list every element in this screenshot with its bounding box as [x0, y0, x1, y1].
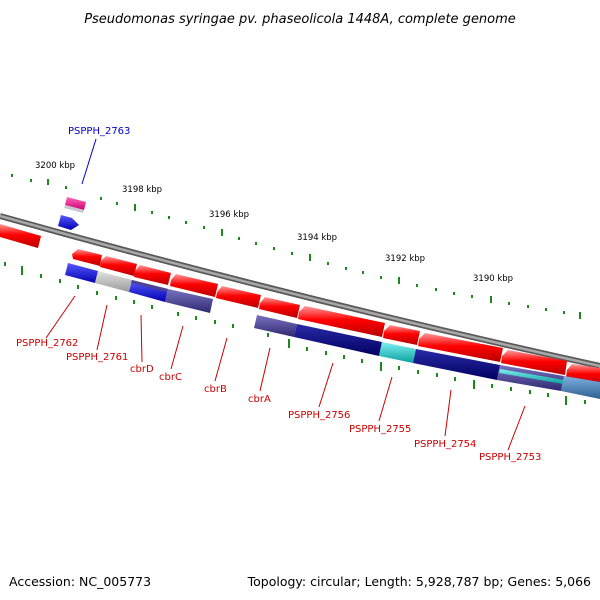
gene-pspph-2763-pink — [65, 197, 86, 210]
category-band — [65, 263, 600, 399]
inner-tick-ring — [4, 262, 586, 405]
gene-arrow-d — [170, 274, 218, 297]
leader-lines — [45, 138, 526, 451]
forward-strand-genes — [0, 197, 86, 248]
gene-left-edge-arrow — [0, 224, 41, 248]
scale-label: 3190 kbp — [473, 274, 513, 284]
gene-label-pspph-2762: PSPPH_2762 — [16, 338, 78, 349]
gene-arrow-a — [72, 249, 102, 266]
scale-label: 3200 kbp — [35, 161, 75, 171]
gene-label-pspph-2761: PSPPH_2761 — [66, 352, 128, 363]
gene-label-pspph-2755: PSPPH_2755 — [349, 424, 411, 435]
gene-arrow-f — [259, 297, 300, 318]
gene-arrow-b — [100, 256, 137, 276]
gene-label-cbrc: cbrC — [159, 372, 182, 383]
gene-arrow-i — [418, 333, 503, 362]
genome-summary: Topology: circular; Length: 5,928,787 bp… — [247, 574, 591, 589]
scale-label: 3194 kbp — [297, 233, 337, 243]
gene-label-pspph-2756: PSPPH_2756 — [288, 410, 350, 421]
gene-label-pspph-2753: PSPPH_2753 — [479, 452, 541, 463]
gene-label-pspph-2763: PSPPH_2763 — [68, 126, 130, 137]
gene-label-cbra: cbrA — [248, 394, 271, 405]
gene-arrow-j — [501, 350, 567, 375]
gene-arrow-c — [134, 265, 171, 285]
outer-tick-ring — [11, 174, 581, 319]
gene-arrow-k — [566, 364, 600, 386]
accession-label: Accession: NC_005773 — [9, 574, 151, 589]
gene-labels: PSPPH_2763 PSPPH_2762 PSPPH_2761 cbrD cb… — [16, 126, 541, 463]
gene-arrow-h — [383, 325, 420, 345]
gene-label-pspph-2754: PSPPH_2754 — [414, 439, 476, 450]
scale-label: 3198 kbp — [122, 185, 162, 195]
gene-arrow-e — [216, 286, 261, 308]
reverse-strand-genes — [72, 249, 600, 386]
map-title: Pseudomonas syringae pv. phaseolicola 14… — [84, 12, 516, 27]
scale-label: 3196 kbp — [209, 210, 249, 220]
scale-labels: 3200 kbp 3198 kbp 3196 kbp 3194 kbp 3192… — [35, 161, 513, 284]
gene-label-cbrb: cbrB — [204, 384, 227, 395]
scale-label: 3192 kbp — [385, 254, 425, 264]
gene-pspph-2763-silver — [64, 205, 84, 213]
gene-label-cbrd: cbrD — [130, 364, 154, 375]
gene-arrow-g — [298, 306, 385, 337]
gene-pspph-2763-arrow — [58, 215, 79, 230]
